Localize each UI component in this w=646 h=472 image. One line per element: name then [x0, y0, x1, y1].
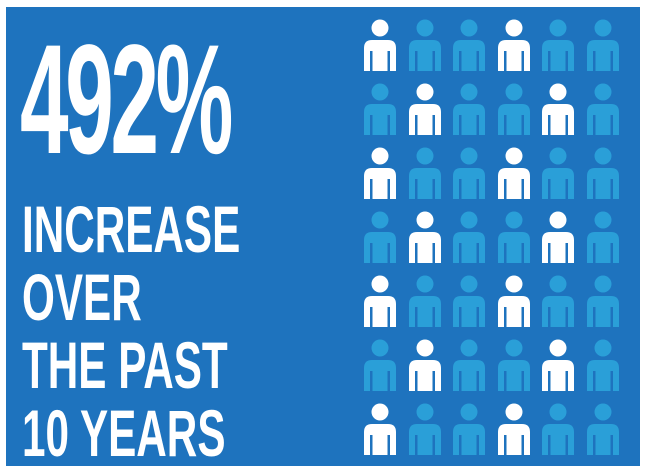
people-row: [361, 211, 636, 263]
infographic-panel: 492% INCREASE OVER THE PAST 10 YEARS: [6, 7, 640, 466]
highlighted-person-icon: [539, 83, 577, 135]
person-icon: [450, 19, 488, 71]
person-icon: [406, 403, 444, 455]
person-icon: [361, 339, 399, 391]
person-icon: [495, 339, 533, 391]
person-icon: [539, 19, 577, 71]
people-row: [361, 403, 636, 455]
person-icon: [450, 83, 488, 135]
stat-caption-line-1: INCREASE: [22, 192, 241, 266]
highlighted-person-icon: [495, 147, 533, 199]
highlighted-person-icon: [495, 403, 533, 455]
person-icon: [495, 83, 533, 135]
person-icon: [584, 83, 622, 135]
people-row: [361, 83, 636, 135]
highlighted-person-icon: [361, 403, 399, 455]
people-row: [361, 339, 636, 391]
person-icon: [450, 211, 488, 263]
highlighted-person-icon: [539, 211, 577, 263]
highlighted-person-icon: [539, 339, 577, 391]
stat-caption-line-3: THE PAST: [22, 328, 228, 402]
people-row: [361, 147, 636, 199]
highlighted-person-icon: [495, 275, 533, 327]
person-icon: [406, 275, 444, 327]
person-icon: [584, 211, 622, 263]
highlighted-person-icon: [361, 19, 399, 71]
person-icon: [450, 403, 488, 455]
people-grid: [361, 19, 636, 463]
person-icon: [539, 147, 577, 199]
stat-value: 492%: [20, 13, 233, 187]
highlighted-person-icon: [406, 211, 444, 263]
person-icon: [361, 211, 399, 263]
highlighted-person-icon: [406, 339, 444, 391]
person-icon: [539, 403, 577, 455]
person-icon: [406, 147, 444, 199]
person-icon: [584, 339, 622, 391]
person-icon: [495, 211, 533, 263]
person-icon: [584, 19, 622, 71]
people-row: [361, 19, 636, 71]
person-icon: [406, 19, 444, 71]
highlighted-person-icon: [361, 147, 399, 199]
person-icon: [450, 339, 488, 391]
person-icon: [584, 403, 622, 455]
highlighted-person-icon: [406, 83, 444, 135]
person-icon: [450, 275, 488, 327]
person-icon: [361, 83, 399, 135]
person-icon: [584, 147, 622, 199]
people-row: [361, 275, 636, 327]
highlighted-person-icon: [361, 275, 399, 327]
person-icon: [450, 147, 488, 199]
person-icon: [539, 275, 577, 327]
person-icon: [584, 275, 622, 327]
highlighted-person-icon: [495, 19, 533, 71]
stat-caption-line-2: OVER: [22, 260, 142, 334]
stat-caption-line-4: 10 YEARS: [22, 396, 226, 466]
